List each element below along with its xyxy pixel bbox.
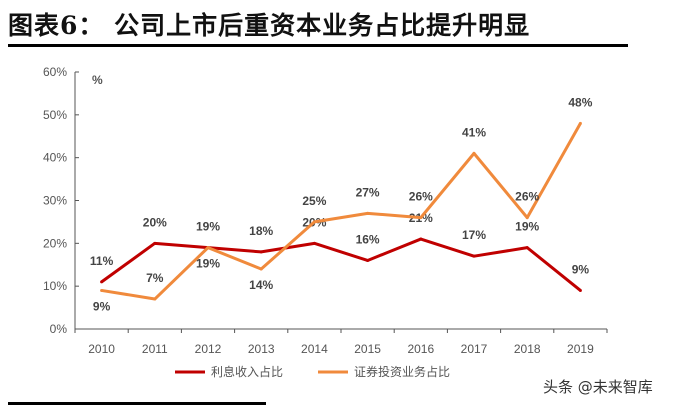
data-point xyxy=(578,121,582,125)
data-point xyxy=(366,211,370,215)
data-point xyxy=(419,216,423,220)
y-tick-label: 50% xyxy=(43,108,67,122)
x-tick-label: 2012 xyxy=(195,342,222,356)
data-point xyxy=(100,288,104,292)
y-tick-label: 40% xyxy=(43,151,67,165)
data-point xyxy=(153,241,157,245)
data-label: 26% xyxy=(409,190,433,204)
data-point xyxy=(525,216,529,220)
x-tick-label: 2013 xyxy=(248,342,275,356)
y-tick-label: 10% xyxy=(43,279,67,293)
data-label: 19% xyxy=(515,220,539,234)
data-label: 16% xyxy=(356,232,380,246)
figure-title: 图表6： 公司上市后重资本业务占比提升明显 xyxy=(8,11,531,40)
data-point xyxy=(312,241,316,245)
x-tick-label: 2010 xyxy=(88,342,115,356)
data-label: 9% xyxy=(572,262,590,276)
y-tick-label: 60% xyxy=(43,65,67,79)
title-rule xyxy=(8,44,628,47)
legend-label: 利息收入占比 xyxy=(211,364,283,379)
data-label: 19% xyxy=(196,257,220,271)
legend-label: 证券投资业务占比 xyxy=(354,364,450,379)
data-label: 7% xyxy=(146,271,164,285)
data-label: 20% xyxy=(143,215,167,229)
data-point xyxy=(259,267,263,271)
data-point xyxy=(312,220,316,224)
data-point xyxy=(472,151,476,155)
x-tick-label: 2018 xyxy=(514,342,541,356)
data-point xyxy=(259,250,263,254)
x-tick-label: 2014 xyxy=(301,342,328,356)
data-point xyxy=(578,288,582,292)
data-point xyxy=(419,237,423,241)
data-label: 17% xyxy=(462,228,486,242)
y-tick-label: 20% xyxy=(43,236,67,250)
data-label: 48% xyxy=(568,95,592,109)
data-label: 11% xyxy=(90,254,114,268)
series-line-securities xyxy=(101,122,582,301)
x-tick-label: 2016 xyxy=(407,342,434,356)
data-label: 9% xyxy=(93,299,111,313)
data-label: 19% xyxy=(196,220,220,234)
data-point xyxy=(100,280,104,284)
x-tick-label: 2017 xyxy=(461,342,488,356)
x-tick-label: 2015 xyxy=(354,342,381,356)
x-tick-label: 2019 xyxy=(567,342,594,356)
data-label: 26% xyxy=(515,190,539,204)
data-point xyxy=(525,246,529,250)
y-tick-label: 30% xyxy=(43,194,67,208)
data-label: 27% xyxy=(356,185,380,199)
data-point xyxy=(366,258,370,262)
data-point xyxy=(153,297,157,301)
series-line-interest xyxy=(100,237,582,292)
bottom-rule xyxy=(8,402,266,405)
data-label: 14% xyxy=(249,278,273,292)
y-axis-unit: % xyxy=(92,73,103,87)
data-label: 18% xyxy=(249,224,273,238)
x-tick-label: 2011 xyxy=(142,342,168,356)
data-label: 41% xyxy=(462,125,486,139)
watermark: 头条 @未来智库 xyxy=(543,378,653,396)
data-point xyxy=(472,254,476,258)
data-label: 25% xyxy=(302,194,326,208)
data-point xyxy=(206,246,210,250)
y-tick-label: 0% xyxy=(50,322,68,336)
